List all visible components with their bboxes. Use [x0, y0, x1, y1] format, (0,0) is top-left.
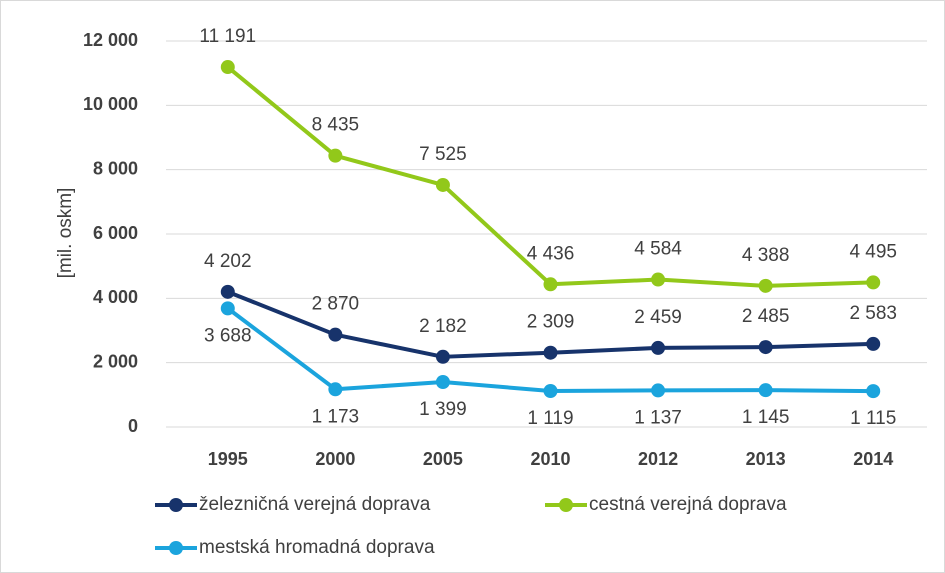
data-label: 4 495 — [849, 241, 897, 262]
y-axis-label: [mil. oskm] — [55, 188, 76, 279]
data-point — [543, 345, 558, 360]
x-tick-label: 2013 — [746, 449, 786, 469]
data-label: 2 182 — [419, 316, 467, 337]
data-label: 4 436 — [527, 243, 575, 264]
data-point — [435, 177, 450, 192]
data-point — [435, 374, 450, 389]
data-point — [220, 60, 235, 75]
data-label: 1 119 — [527, 408, 573, 429]
data-label: 11 191 — [199, 26, 256, 47]
data-point — [328, 382, 343, 397]
data-point — [220, 284, 235, 299]
legend-marker — [559, 498, 573, 512]
data-label: 1 399 — [419, 399, 467, 420]
x-tick-label: 2012 — [638, 449, 678, 469]
x-tick-label: 2005 — [423, 449, 463, 469]
legend-marker — [169, 541, 183, 555]
data-label: 2 485 — [742, 306, 790, 327]
data-point — [328, 327, 343, 342]
y-tick-label: 6 000 — [93, 223, 138, 243]
data-label: 7 525 — [419, 144, 467, 165]
y-tick-label: 8 000 — [93, 158, 138, 178]
data-point — [220, 301, 235, 316]
x-tick-label: 2000 — [315, 449, 355, 469]
x-tick-label: 1995 — [208, 449, 248, 469]
data-label: 1 137 — [634, 407, 682, 428]
data-point — [758, 278, 773, 293]
data-label: 1 115 — [850, 408, 896, 429]
data-label: 4 584 — [634, 239, 682, 260]
data-label: 3 688 — [204, 325, 252, 346]
data-point — [866, 384, 881, 399]
legend-label: cestná verejná doprava — [589, 494, 787, 515]
x-tick-label: 2010 — [530, 449, 570, 469]
data-point — [543, 384, 558, 399]
x-tick-label: 2014 — [853, 449, 893, 469]
data-point — [866, 336, 881, 351]
data-label: 4 388 — [742, 245, 790, 266]
y-tick-label: 4 000 — [93, 287, 138, 307]
data-point — [328, 148, 343, 163]
data-label: 4 202 — [204, 251, 252, 272]
data-point — [651, 340, 666, 355]
data-label: 8 435 — [312, 115, 360, 136]
data-label: 2 583 — [849, 303, 897, 324]
data-label: 2 459 — [634, 307, 682, 328]
y-tick-label: 0 — [128, 416, 138, 436]
legend-marker — [169, 498, 183, 512]
data-label: 2 309 — [527, 312, 575, 333]
data-point — [758, 383, 773, 398]
y-tick-label: 2 000 — [93, 351, 138, 371]
data-label: 1 145 — [742, 407, 790, 428]
data-point — [758, 340, 773, 355]
data-point — [651, 383, 666, 398]
data-point — [651, 272, 666, 287]
data-label: 2 870 — [312, 294, 360, 315]
legend-label: železničná verejná doprava — [199, 494, 431, 515]
legend-label: mestská hromadná doprava — [199, 537, 435, 558]
data-label: 1 173 — [312, 406, 360, 427]
data-point — [866, 275, 881, 290]
data-point — [543, 277, 558, 292]
data-point — [435, 349, 450, 364]
y-tick-label: 12 000 — [83, 30, 138, 50]
y-tick-label: 10 000 — [83, 94, 138, 114]
